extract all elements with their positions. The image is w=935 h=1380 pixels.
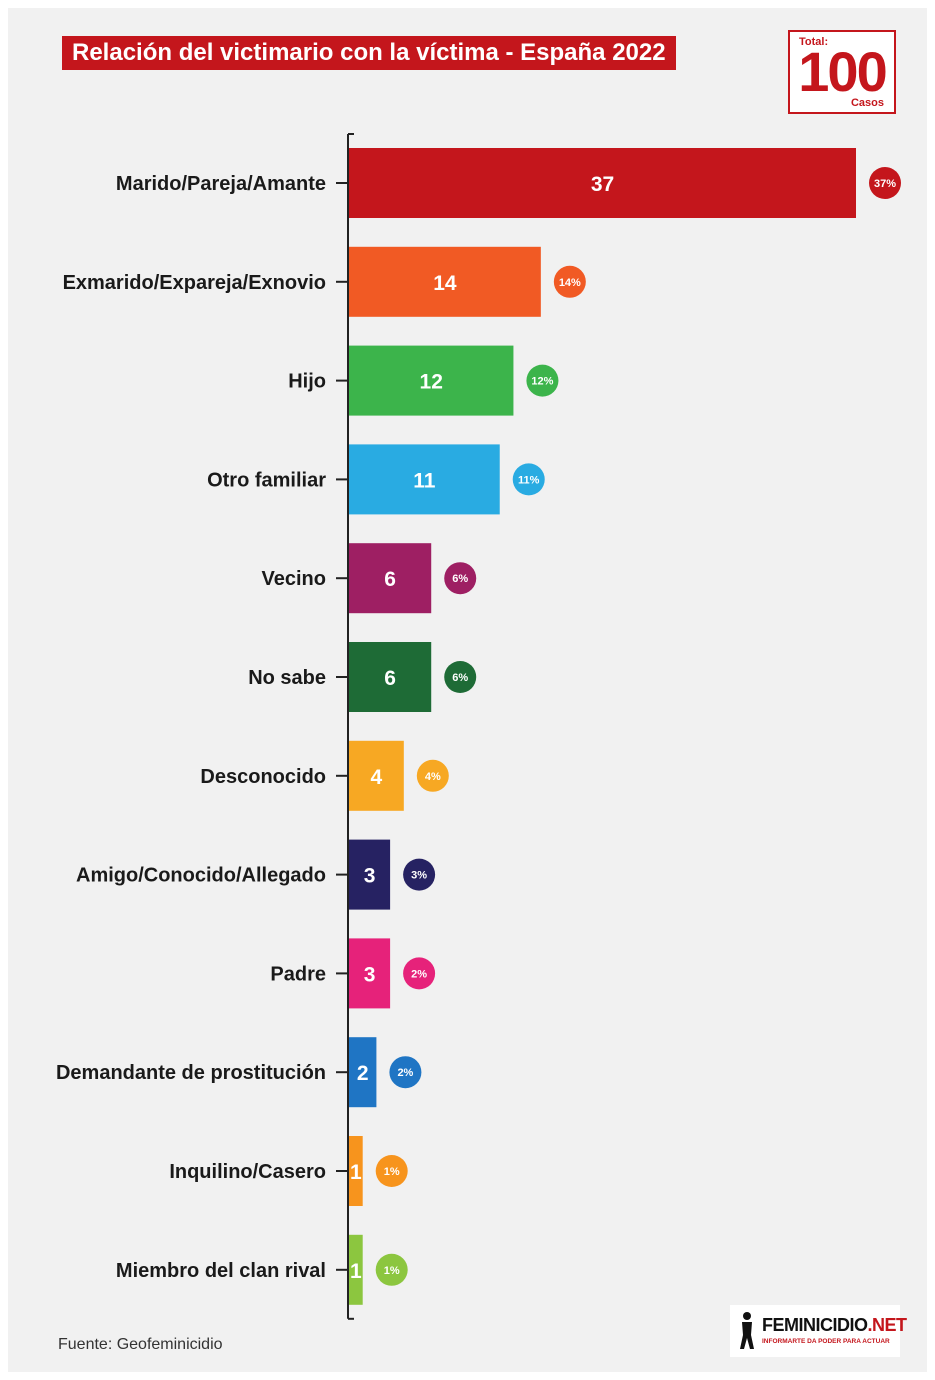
logo-name-main: FEMINICIDIO xyxy=(762,1315,868,1335)
bar xyxy=(349,938,391,1009)
bar-value-label: 37 xyxy=(591,173,614,196)
bar-value-label: 14 xyxy=(433,272,457,295)
chart-title: Relación del victimario con la víctima -… xyxy=(62,36,676,70)
category-label: Exmarido/Expareja/Exnovio xyxy=(63,272,326,294)
percent-bubble xyxy=(375,1253,408,1286)
category-label: Miembro del clan rival xyxy=(116,1260,326,1282)
percent-label: 6% xyxy=(452,573,468,585)
percent-label: 2% xyxy=(411,968,427,980)
bar-value-label: 2 xyxy=(357,1062,369,1085)
percent-label: 14% xyxy=(559,277,581,289)
logo-tagline: INFORMARTE DA PODER PARA ACTUAR xyxy=(762,1338,890,1345)
total-badge: Total: 100 Casos xyxy=(788,30,896,114)
bar-value-label: 6 xyxy=(384,568,396,591)
category-label: Marido/Pareja/Amante xyxy=(116,173,326,195)
category-label: Hijo xyxy=(288,371,326,393)
logo-name-suffix: .NET xyxy=(867,1315,908,1335)
bar xyxy=(349,1136,363,1206)
bar xyxy=(349,1037,377,1108)
percent-label: 37% xyxy=(874,178,896,190)
category-label: Vecino xyxy=(262,568,326,590)
bar xyxy=(349,642,432,712)
bar-value-label: 12 xyxy=(420,371,443,394)
bar xyxy=(349,740,404,811)
percent-bubble xyxy=(416,759,449,792)
bar xyxy=(349,444,500,515)
percent-bubble xyxy=(553,265,586,298)
bar xyxy=(349,1234,363,1305)
percent-label: 3% xyxy=(411,870,427,882)
bar xyxy=(349,543,432,614)
total-label: Total: xyxy=(799,36,829,48)
source-note: Fuente: Geofeminicidio xyxy=(58,1336,223,1353)
percent-label: 12% xyxy=(531,376,553,388)
bar-value-label: 4 xyxy=(371,766,383,789)
percent-bubble xyxy=(512,463,545,496)
bar xyxy=(349,148,856,218)
bar-value-label: 3 xyxy=(364,963,376,986)
category-label: Demandante de prostitución xyxy=(56,1062,326,1084)
percent-bubble xyxy=(389,1056,422,1089)
percent-bubble xyxy=(444,661,477,693)
bar-value-label: 1 xyxy=(350,1260,362,1283)
logo-name: FEMINICIDIO.NET xyxy=(762,1315,907,1336)
percent-label: 1% xyxy=(384,1166,400,1178)
bar-value-label: 11 xyxy=(413,469,436,492)
category-label: Padre xyxy=(270,963,326,985)
category-label: Otro familiar xyxy=(207,469,326,491)
percent-label: 6% xyxy=(452,672,468,684)
percent-label: 11% xyxy=(518,474,540,486)
percent-bubble xyxy=(403,858,436,891)
percent-bubble xyxy=(869,167,901,199)
bar xyxy=(349,246,541,317)
percent-bubble xyxy=(403,957,436,990)
total-unit: Casos xyxy=(850,97,884,109)
percent-label: 2% xyxy=(397,1067,413,1079)
percent-bubble xyxy=(375,1155,408,1187)
percent-bubble xyxy=(526,364,559,397)
total-value: 100 xyxy=(798,40,887,103)
bar xyxy=(349,839,391,910)
percent-label: 4% xyxy=(425,771,441,783)
bar-value-label: 3 xyxy=(364,865,376,888)
percent-label: 1% xyxy=(384,1265,400,1277)
category-label: Inquilino/Casero xyxy=(169,1161,326,1183)
percent-bubble xyxy=(444,562,477,595)
category-label: No sabe xyxy=(248,667,326,689)
category-label: Amigo/Conocido/Allegado xyxy=(76,865,326,887)
bar-value-label: 1 xyxy=(350,1161,362,1184)
feminicidio-logo: FEMINICIDIO.NET INFORMARTE DA PODER PARA… xyxy=(730,1305,907,1357)
silhouette-icon xyxy=(740,1312,754,1349)
bar-value-label: 6 xyxy=(384,667,396,690)
category-label: Desconocido xyxy=(200,766,326,788)
bar xyxy=(349,345,514,416)
